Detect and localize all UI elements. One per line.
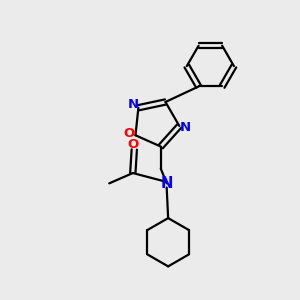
Text: O: O [123,127,135,140]
Text: N: N [128,98,139,111]
Text: N: N [160,176,173,191]
Text: O: O [127,138,138,151]
Text: N: N [180,121,191,134]
